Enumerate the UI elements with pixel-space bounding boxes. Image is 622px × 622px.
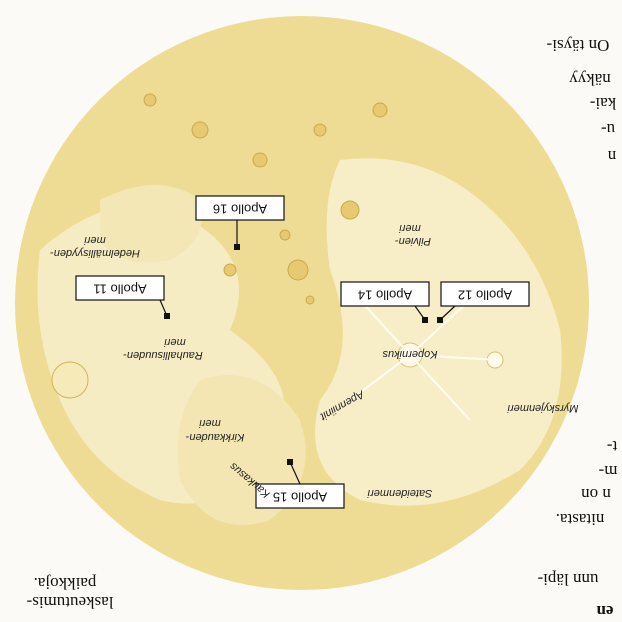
margin-text: nitasta.: [556, 510, 605, 529]
region-label: Kirkkauden-: [185, 431, 244, 443]
apollo-label: Apollo 15: [273, 490, 327, 505]
margin-text: u-: [601, 120, 616, 139]
margin-text: n: [607, 147, 616, 166]
margin-text: en: [596, 602, 614, 621]
margin-text: t-: [606, 437, 617, 456]
region-label: Sateidenmeri: [367, 487, 432, 499]
margin-text: m-: [598, 462, 617, 481]
region-label: Hedelmällisyyden-: [50, 247, 140, 259]
region-label: meri: [164, 336, 186, 348]
apollo-label: Apollo 11: [93, 282, 146, 297]
margin-text: näkyy: [569, 70, 611, 89]
region-label: meri: [199, 417, 221, 429]
apollo-label: Apollo 12: [458, 288, 512, 303]
region-label: Kopernikus: [382, 348, 438, 360]
region-label: Pilvien-: [395, 235, 431, 247]
margin-text: unn läpi-: [537, 570, 598, 589]
region-label: meri: [399, 222, 421, 234]
page: Apollo 16 Apollo 11 Apollo 14 Apollo 12 …: [0, 0, 622, 622]
margin-text: n on: [581, 485, 611, 504]
margin-text: On täysi-: [546, 36, 609, 55]
apollo-label: Apollo 14: [358, 288, 412, 303]
margin-text: paikkoja.: [34, 574, 97, 593]
margin-text: laskeutumis-: [26, 593, 113, 612]
apollo-label: Apollo 16: [213, 202, 267, 217]
region-label: Myrskyjenmeri: [507, 402, 578, 414]
region-label: meri: [84, 234, 106, 246]
region-label: Rauhallisuuden-: [123, 349, 203, 361]
margin-text: kai-: [589, 94, 616, 113]
